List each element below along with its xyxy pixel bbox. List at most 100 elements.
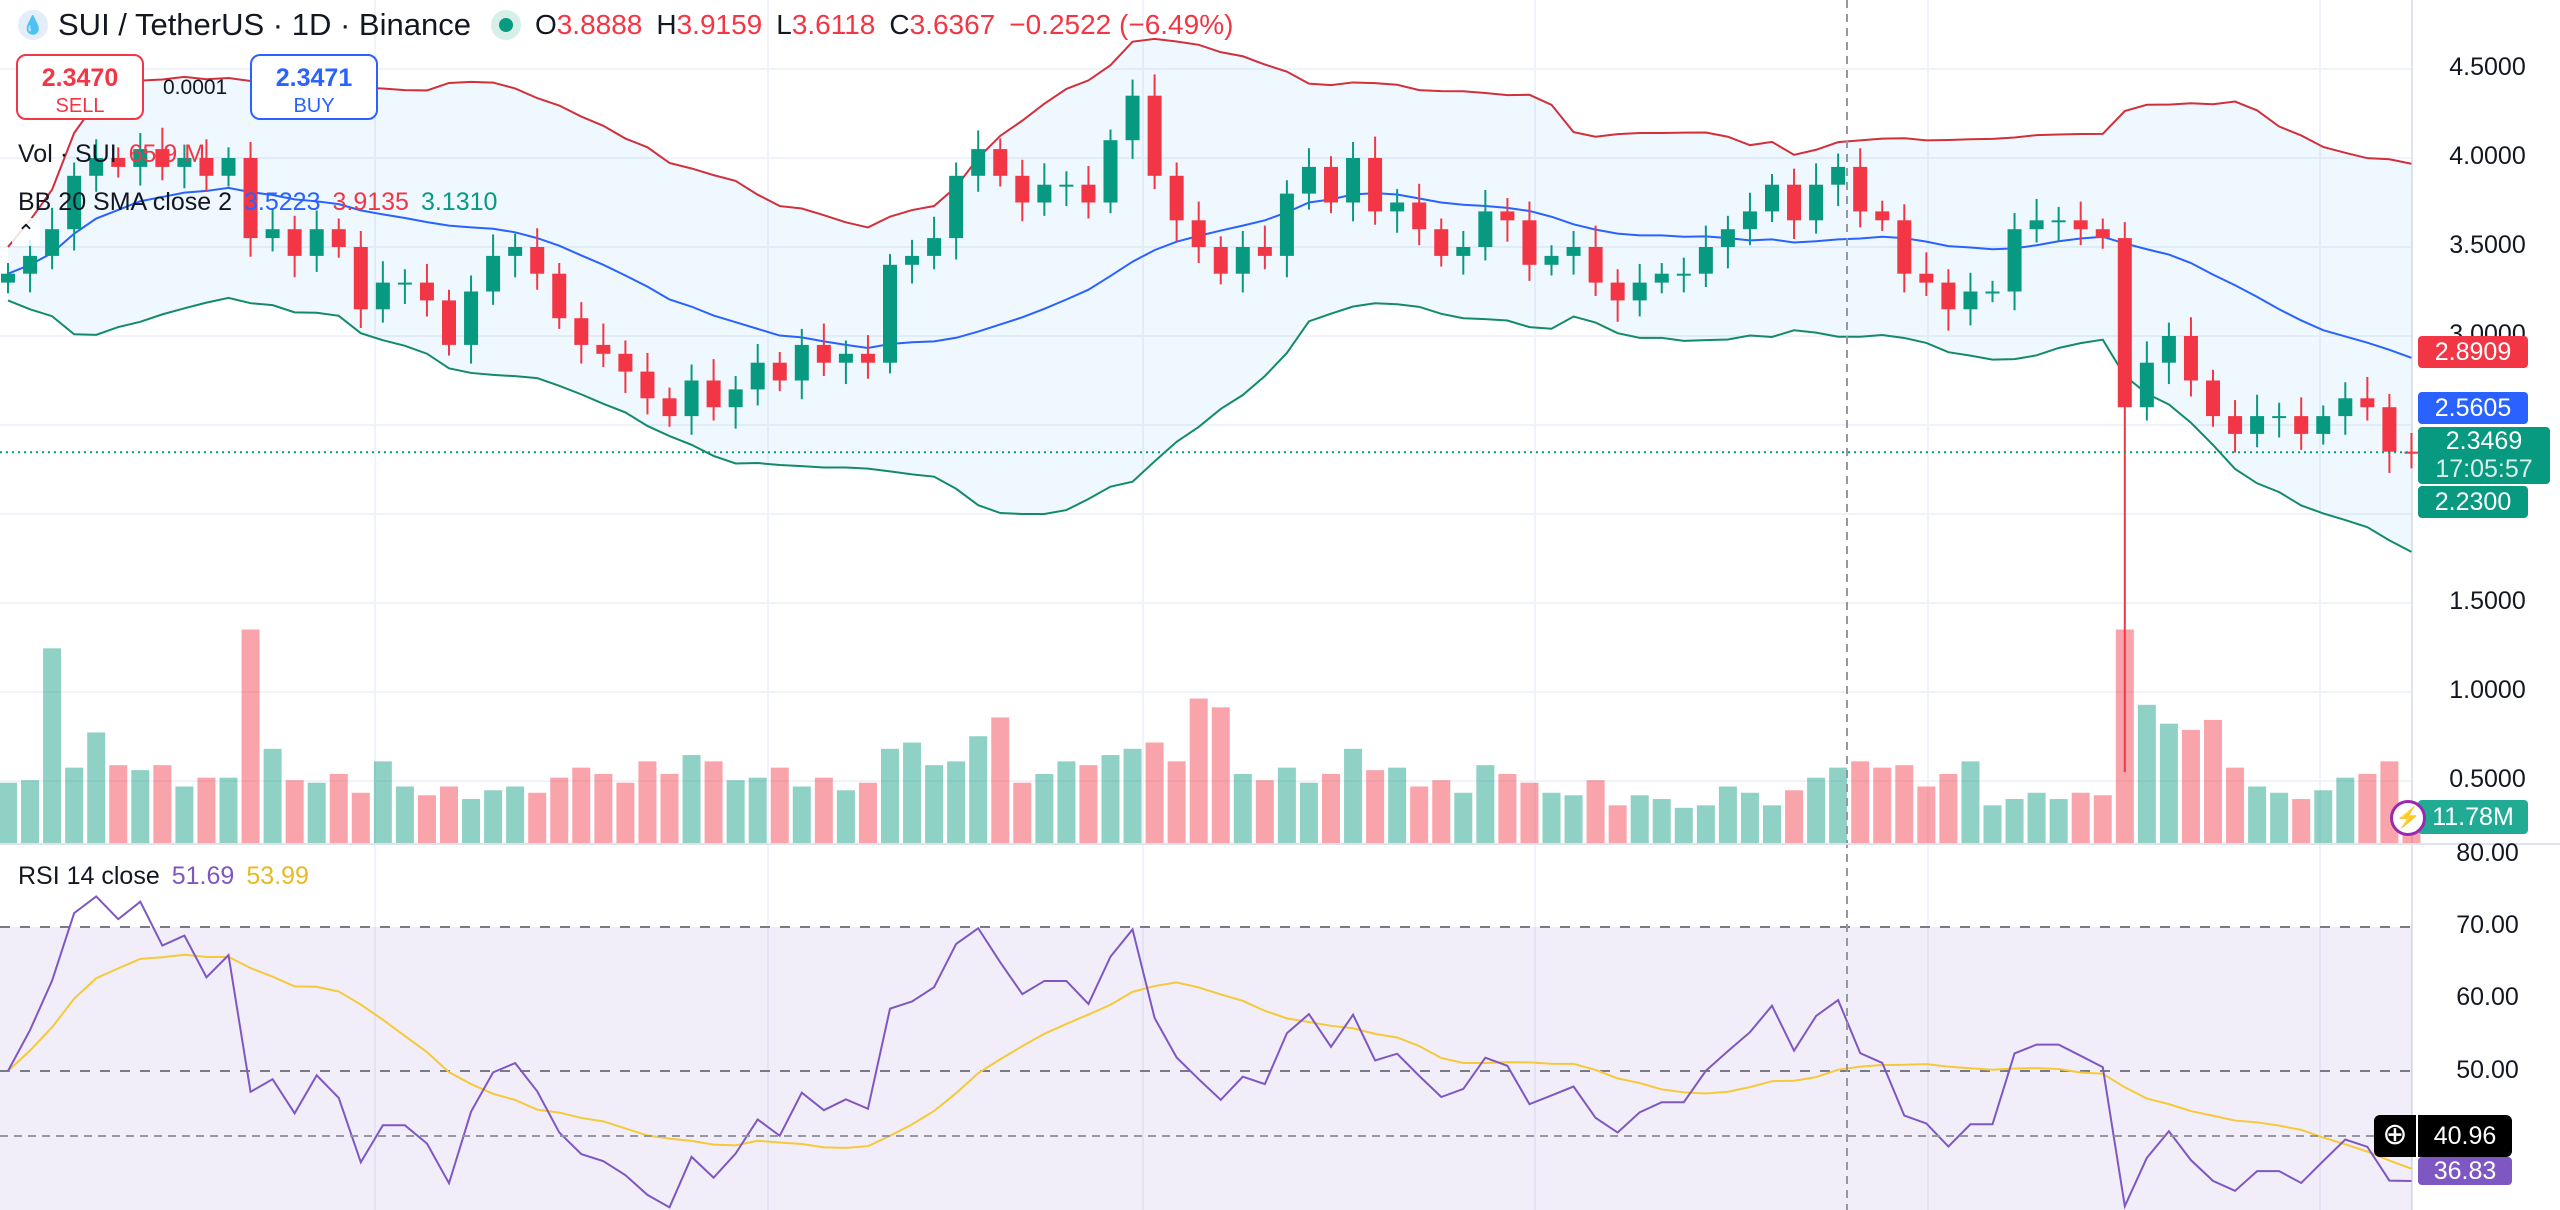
- candle-body: [155, 149, 170, 167]
- volume-bar: [1652, 799, 1671, 843]
- rsi-crosshair-tag: 40.96: [2418, 1115, 2512, 1157]
- candle-body: [111, 158, 126, 167]
- candle-body: [838, 353, 853, 363]
- candle-body: [221, 158, 236, 176]
- rsi-tick: 60.00: [2456, 983, 2519, 1011]
- rsi-value: 51.69: [171, 862, 235, 890]
- rsi-ma-tag: 36.83: [2418, 1157, 2512, 1185]
- candle-body: [1742, 211, 1757, 230]
- candle-body: [1985, 291, 2000, 294]
- rsi-legend[interactable]: RSI 14 close 51.69 53.99: [18, 862, 309, 891]
- volume-bar: [2226, 767, 2245, 843]
- candle-body: [1610, 282, 1625, 301]
- candle-body: [2073, 220, 2088, 230]
- sui-logo-icon: 💧: [18, 10, 48, 40]
- buy-label: BUY: [293, 95, 335, 117]
- volume-bar: [1277, 767, 1296, 843]
- candle-body: [772, 362, 787, 381]
- volume-bar: [2292, 799, 2311, 843]
- volume-bar: [285, 780, 304, 843]
- volume-bar: [1564, 795, 1583, 843]
- candle-body: [684, 380, 699, 417]
- candle-body: [1919, 273, 1934, 283]
- candle-body: [2206, 380, 2220, 417]
- candle-body: [287, 229, 302, 256]
- candle-body: [2161, 336, 2176, 363]
- rsi-ma-value: 53.99: [246, 862, 309, 890]
- buy-button[interactable]: 2.3471 BUY: [250, 54, 378, 120]
- volume-bar: [307, 782, 326, 843]
- ohlc-values: O3.8888 H3.9159 L3.6118 C3.6367 −0.2522 …: [534, 9, 1234, 40]
- rsi-tick: 50.00: [2456, 1056, 2519, 1084]
- volume-legend-value: 65.9 M: [128, 140, 206, 168]
- sell-button[interactable]: 2.3470 SELL: [16, 54, 144, 120]
- candle-body: [1412, 202, 1427, 230]
- volume-bar: [43, 648, 62, 843]
- volume-bar: [263, 748, 282, 843]
- open-value: 3.8888: [556, 9, 643, 40]
- volume-bar: [1322, 773, 1340, 843]
- candle-body: [1213, 247, 1228, 274]
- candle-body: [508, 247, 523, 256]
- volume-bar: [770, 767, 789, 843]
- volume-bar: [2314, 790, 2333, 843]
- candle-body: [1301, 166, 1316, 194]
- candle-body: [1279, 193, 1294, 256]
- volume-bar: [395, 786, 414, 843]
- candle-body: [596, 344, 611, 354]
- candle-body: [67, 175, 82, 230]
- candle-body: [1169, 175, 1184, 221]
- volume-bar: [594, 773, 613, 843]
- candle-body: [927, 238, 942, 256]
- volume-bar: [1696, 805, 1715, 843]
- lightning-icon[interactable]: ⚡: [2390, 800, 2426, 836]
- candle-body: [1544, 255, 1559, 265]
- volume-bar: [1035, 773, 1054, 843]
- candle-body: [728, 389, 743, 408]
- volume-bar: [0, 782, 17, 843]
- volume-bar: [903, 742, 922, 843]
- volume-legend[interactable]: Vol · SUI 65.9 M: [18, 140, 205, 169]
- candle-body: [1963, 291, 1978, 310]
- volume-bar: [87, 732, 106, 843]
- volume-bar: [417, 795, 436, 843]
- volume-bar: [814, 777, 833, 843]
- add-plus-icon[interactable]: ⊕: [2374, 1115, 2416, 1157]
- volume-bar: [2248, 786, 2267, 843]
- candle-body: [2316, 416, 2331, 434]
- volume-bar: [1189, 698, 1208, 843]
- candle-body: [883, 264, 897, 363]
- volume-bar: [1740, 792, 1759, 843]
- candle-body: [2228, 416, 2243, 434]
- volume-bar: [109, 765, 128, 843]
- candle-body: [1081, 184, 1096, 203]
- volume-bar: [21, 780, 40, 843]
- candle-body: [486, 255, 501, 292]
- candle-body: [2272, 416, 2287, 419]
- candle-body: [2051, 220, 2066, 223]
- volume-bar: [704, 761, 723, 843]
- candle-body: [1654, 273, 1669, 283]
- candle-body: [1698, 247, 1713, 274]
- volume-bar: [2358, 773, 2377, 843]
- volume-bar: [991, 717, 1010, 843]
- pane-separator[interactable]: [0, 843, 2560, 845]
- volume-bar: [1013, 782, 1032, 843]
- volume-bar: [197, 777, 216, 843]
- volume-bar: [1961, 761, 1980, 843]
- candle-body: [419, 282, 434, 301]
- candle-body: [309, 229, 324, 256]
- volume-bar: [219, 777, 238, 843]
- symbol-title[interactable]: SUI / TetherUS · 1D · Binance: [58, 7, 471, 42]
- candle-body: [905, 255, 920, 265]
- candle-body: [662, 398, 677, 417]
- collapse-legend-icon[interactable]: ⌃: [12, 218, 40, 246]
- candle-body: [794, 344, 809, 381]
- bb-basis-value: 3.5223: [244, 188, 321, 216]
- volume-bar: [1476, 765, 1495, 843]
- candle-body: [1147, 95, 1162, 176]
- candle-body: [2338, 398, 2353, 417]
- bb-legend[interactable]: BB 20 SMA close 2 3.5223 3.9135 3.1310: [18, 188, 497, 217]
- volume-bar: [2270, 792, 2289, 843]
